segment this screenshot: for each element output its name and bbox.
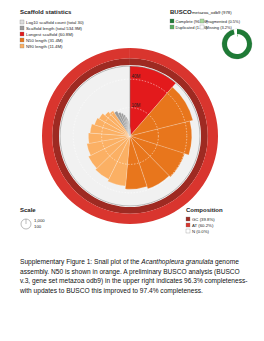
scale-icon: [26, 219, 27, 224]
composition-title: Composition: [186, 207, 223, 213]
radial-axis: [130, 66, 131, 136]
scaffold-sector: [105, 112, 130, 136]
busco-arc: [234, 29, 237, 34]
scaffold-sector: [114, 111, 130, 136]
composition-label: GC (39.8%): [192, 217, 215, 222]
scaffold-sector: [128, 121, 130, 136]
legend-swatch: [20, 26, 24, 30]
legend-swatch: [20, 38, 24, 42]
composition-swatch: [186, 229, 190, 233]
legend-swatch: [20, 20, 24, 24]
scale-label: 100: [34, 224, 42, 229]
radial-tick-label: 10M: [132, 103, 141, 108]
busco-subtitle: metazoa_odb9 (978): [192, 10, 232, 15]
composition-label: AT (60.2%): [192, 223, 214, 228]
plot-frame: [60, 66, 200, 206]
scaffold-sector: [129, 124, 131, 136]
busco-swatch: [170, 25, 174, 29]
legend-label: Scaffold length (total 534.9M): [26, 26, 83, 31]
composition-swatch: [186, 217, 190, 221]
busco-label: Fragmented (0.5%): [206, 19, 241, 24]
busco-label: Missing (3.2%): [206, 25, 233, 30]
caption-before: Snail plot of the: [92, 258, 141, 265]
caption: Supplementary Figure 1: Snail plot of th…: [20, 257, 250, 295]
legend-label: N90 length (11.4M): [26, 44, 63, 49]
scaffold-sector: [126, 117, 130, 136]
busco-arc: [222, 29, 252, 59]
scaffold-sector: [118, 112, 130, 136]
scaffold-sector: [129, 126, 131, 136]
scale-icon: [21, 219, 31, 229]
busco-label: Complete (96.3%): [176, 19, 209, 24]
scaffold-sector: [121, 113, 130, 136]
busco-swatch: [200, 25, 204, 29]
legend-swatch: [20, 32, 24, 36]
radial-tick-label: 40M: [132, 74, 141, 79]
scaffold-group: [87, 66, 193, 189]
busco-duplicated-arc: [237, 35, 239, 37]
legend-label: N50 length (31.4M): [26, 38, 63, 43]
busco-label: Duplicated (1.2%): [176, 25, 208, 30]
legend-title: Scaffold statistics: [20, 9, 72, 15]
composition-ring: [52, 58, 208, 214]
scale-label: 1,000: [34, 218, 45, 223]
scaffold-sector: [127, 119, 130, 136]
scaffold-sector: [110, 111, 130, 136]
plot-background: [60, 66, 200, 206]
composition-swatch: [186, 223, 190, 227]
scaffold-sector: [124, 115, 130, 136]
busco-title: BUSCO: [170, 9, 192, 15]
legend-label: Longest scaffold (60.8M): [26, 32, 74, 37]
busco-swatch: [200, 19, 204, 23]
legend-swatch: [20, 44, 24, 48]
busco-frame: [222, 29, 252, 59]
busco-swatch: [170, 19, 174, 23]
composition-ring: [42, 48, 218, 224]
caption-label: Supplementary Figure 1:: [20, 258, 92, 265]
legend-label: Log10 scaffold count (total 30): [26, 20, 84, 25]
scale-title: Scale: [20, 207, 36, 213]
caption-species: Acanthopleura granulata: [141, 258, 213, 265]
composition-label: N (0.0%): [192, 229, 210, 234]
